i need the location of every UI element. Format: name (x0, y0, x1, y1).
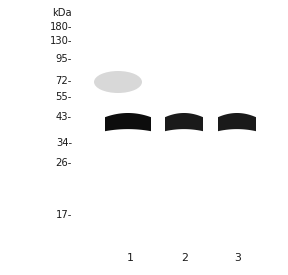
Text: 17-: 17- (56, 210, 72, 220)
Polygon shape (105, 113, 151, 131)
Polygon shape (218, 113, 256, 131)
Text: kDa: kDa (52, 8, 72, 18)
Text: 3: 3 (234, 253, 241, 263)
Ellipse shape (94, 71, 142, 93)
Text: 130-: 130- (50, 36, 72, 46)
Text: 72-: 72- (56, 76, 72, 86)
Text: 95-: 95- (56, 54, 72, 64)
Polygon shape (165, 113, 203, 131)
Text: 55-: 55- (56, 92, 72, 102)
Text: 180-: 180- (50, 22, 72, 32)
Text: 26-: 26- (56, 158, 72, 168)
Text: 43-: 43- (56, 112, 72, 122)
Text: 34-: 34- (56, 138, 72, 148)
Text: 1: 1 (126, 253, 133, 263)
Text: 2: 2 (181, 253, 188, 263)
